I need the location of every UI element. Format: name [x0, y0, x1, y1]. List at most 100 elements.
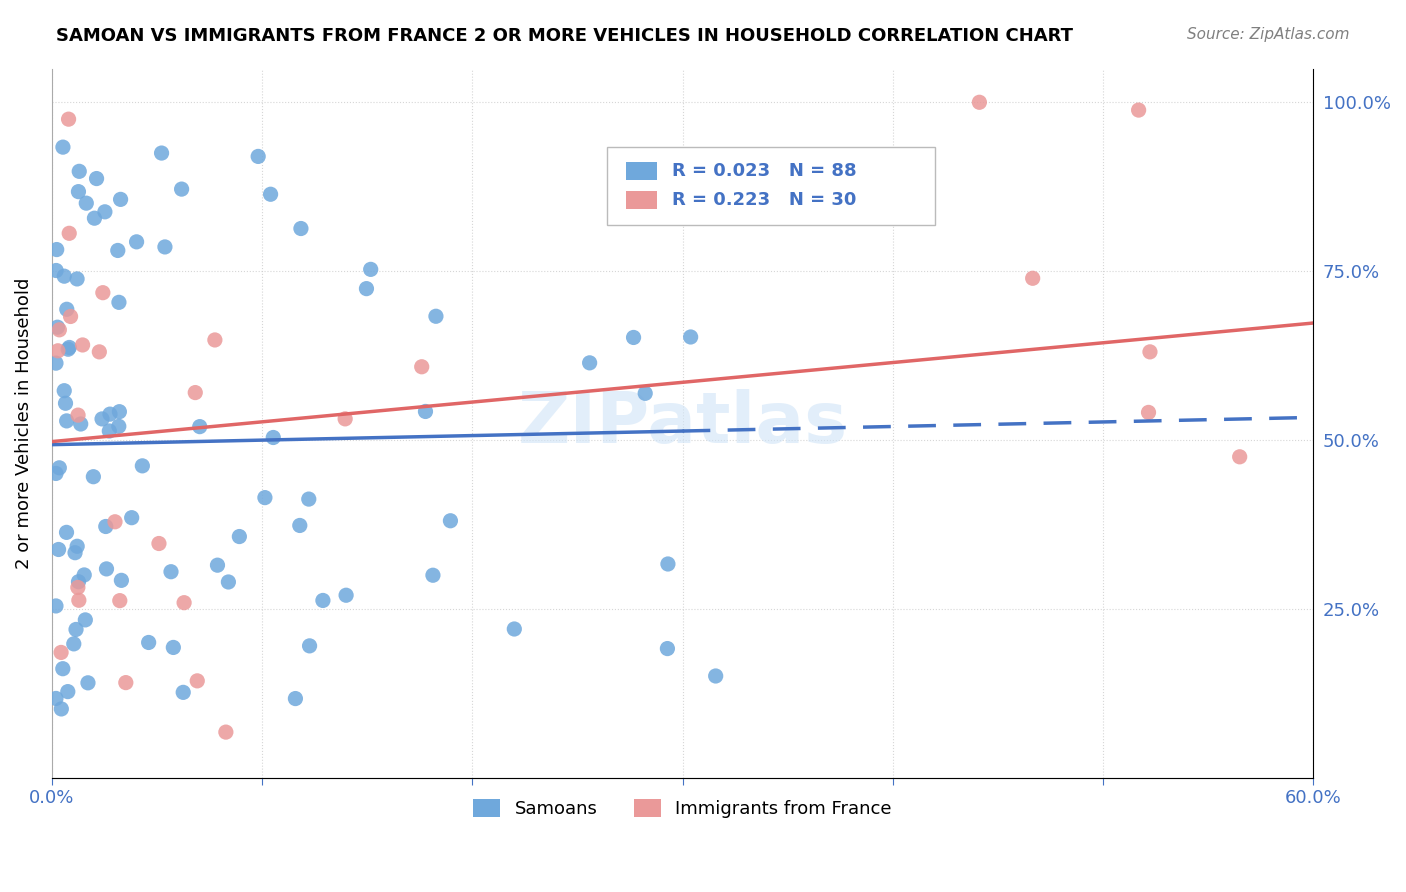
Samoans	[75, 613, 97, 627]
Immigrants from France	[1137, 405, 1160, 419]
Samoans	[108, 295, 131, 310]
Samoans	[259, 187, 281, 202]
Immigrants from France	[184, 385, 207, 400]
Samoans	[657, 557, 679, 571]
Samoans	[91, 412, 114, 426]
Samoans	[58, 341, 80, 355]
Immigrants from France	[72, 338, 94, 352]
Samoans	[45, 467, 67, 481]
Immigrants from France	[59, 310, 82, 324]
Samoans	[356, 282, 378, 296]
Samoans	[298, 492, 321, 507]
Immigrants from France	[1139, 344, 1161, 359]
Samoans	[172, 685, 194, 699]
Samoans	[262, 430, 284, 444]
FancyBboxPatch shape	[626, 162, 657, 180]
Immigrants from France	[215, 725, 238, 739]
Samoans	[415, 404, 437, 418]
Samoans	[162, 640, 184, 655]
Samoans	[623, 330, 645, 344]
Immigrants from France	[108, 593, 131, 607]
Samoans	[52, 140, 75, 154]
Immigrants from France	[58, 112, 80, 127]
Immigrants from France	[89, 344, 111, 359]
Samoans	[83, 211, 105, 226]
Y-axis label: 2 or more Vehicles in Household: 2 or more Vehicles in Household	[15, 277, 32, 569]
Samoans	[82, 469, 104, 483]
Immigrants from France	[49, 645, 72, 659]
Samoans	[578, 356, 600, 370]
Samoans	[335, 588, 357, 602]
Samoans	[48, 460, 70, 475]
Samoans	[77, 675, 100, 690]
Samoans	[170, 182, 193, 196]
Immigrants from France	[46, 343, 69, 358]
Samoans	[284, 691, 307, 706]
Samoans	[131, 458, 153, 473]
Samoans	[67, 185, 90, 199]
FancyBboxPatch shape	[626, 191, 657, 209]
Immigrants from France	[58, 227, 80, 241]
Samoans	[107, 419, 129, 434]
Samoans	[56, 302, 79, 317]
Samoans	[65, 623, 87, 637]
Samoans	[207, 558, 229, 573]
Samoans	[53, 269, 76, 284]
Text: R = 0.223   N = 30: R = 0.223 N = 30	[672, 191, 856, 209]
Samoans	[45, 691, 67, 706]
Immigrants from France	[204, 333, 226, 347]
Samoans	[56, 684, 79, 698]
Immigrants from France	[114, 675, 136, 690]
Samoans	[45, 243, 67, 257]
Samoans	[45, 263, 67, 277]
Immigrants from France	[969, 95, 991, 110]
Text: Source: ZipAtlas.com: Source: ZipAtlas.com	[1187, 27, 1350, 42]
Samoans	[62, 637, 84, 651]
Samoans	[98, 424, 121, 438]
Immigrants from France	[148, 536, 170, 550]
Samoans	[634, 386, 657, 401]
Samoans	[138, 635, 160, 649]
Text: ZIPatlas: ZIPatlas	[517, 389, 848, 458]
Samoans	[73, 568, 96, 582]
Samoans	[55, 396, 77, 410]
Samoans	[247, 149, 270, 163]
Immigrants from France	[186, 673, 208, 688]
Samoans	[422, 568, 444, 582]
Samoans	[67, 164, 90, 178]
Samoans	[69, 417, 91, 431]
Samoans	[107, 244, 129, 258]
Samoans	[288, 518, 311, 533]
Immigrants from France	[886, 184, 908, 198]
Samoans	[66, 539, 89, 553]
Samoans	[217, 574, 239, 589]
Samoans	[503, 622, 526, 636]
Samoans	[67, 574, 90, 589]
Legend: Samoans, Immigrants from France: Samoans, Immigrants from France	[465, 791, 898, 825]
Immigrants from France	[411, 359, 433, 374]
Samoans	[48, 542, 70, 557]
Samoans	[51, 702, 73, 716]
Samoans	[425, 310, 447, 324]
Samoans	[188, 419, 211, 434]
Samoans	[110, 193, 132, 207]
Immigrants from France	[1229, 450, 1251, 464]
Samoans	[53, 384, 76, 398]
Samoans	[150, 146, 173, 161]
Samoans	[66, 272, 89, 286]
Samoans	[125, 235, 148, 249]
Text: R = 0.023   N = 88: R = 0.023 N = 88	[672, 162, 858, 180]
Samoans	[55, 414, 77, 428]
Samoans	[96, 562, 118, 576]
Samoans	[312, 593, 335, 607]
Samoans	[228, 530, 250, 544]
Samoans	[298, 639, 321, 653]
Immigrants from France	[1021, 271, 1043, 285]
Samoans	[704, 669, 727, 683]
Immigrants from France	[104, 515, 127, 529]
Samoans	[86, 171, 108, 186]
Immigrants from France	[67, 593, 90, 607]
Samoans	[94, 519, 117, 533]
Samoans	[360, 262, 382, 277]
Samoans	[75, 196, 97, 211]
